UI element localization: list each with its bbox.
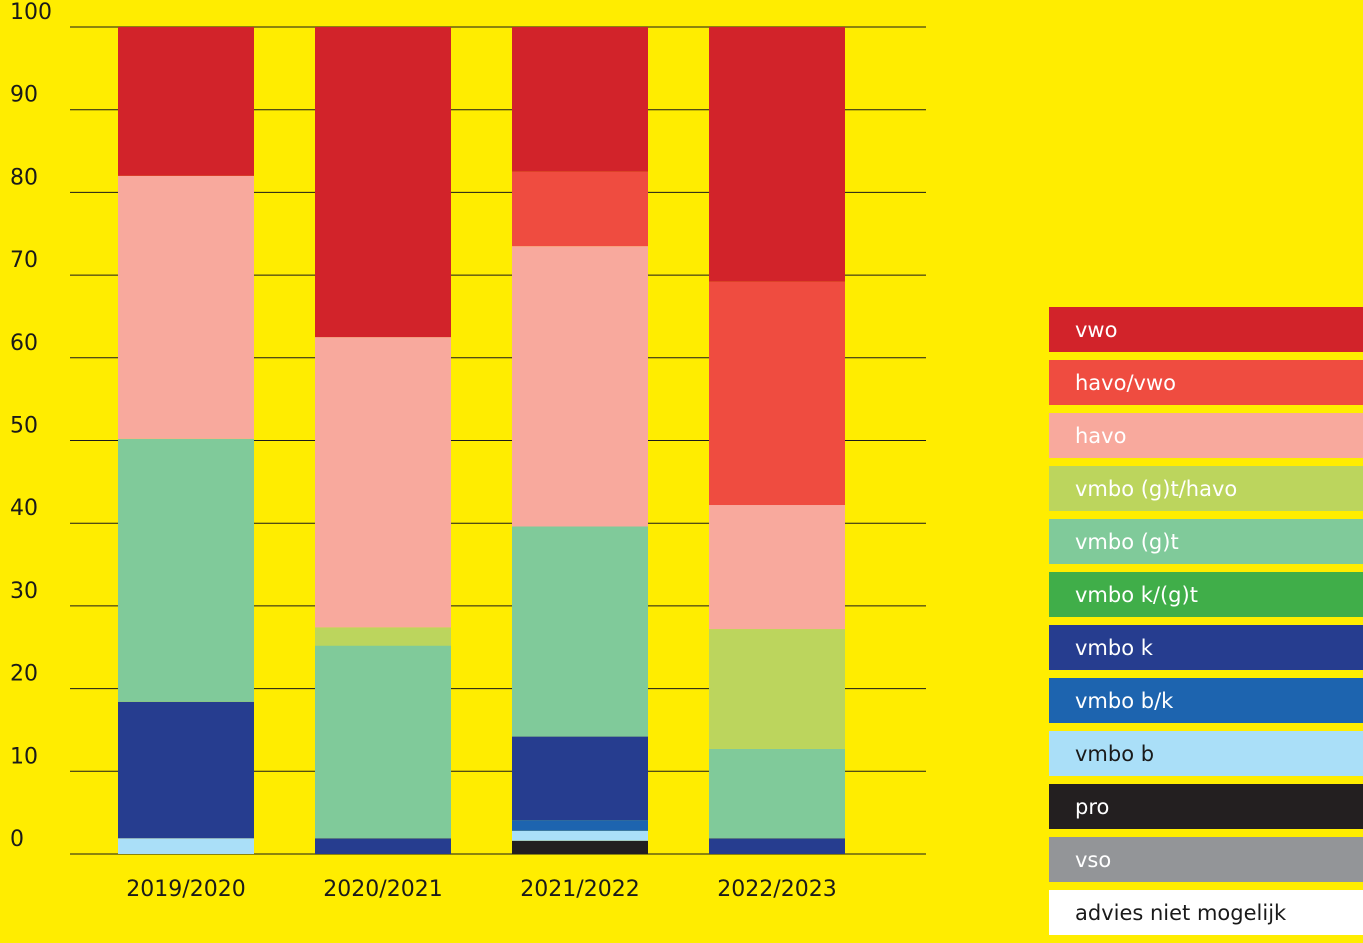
stacked-bar-chart: 0 10 20 30 40 50 60 70 80 90 100 2019/2020 2020/2021…: [10, 0, 926, 902]
legend-label: pro: [1075, 794, 1110, 819]
y-tick-label: 100: [10, 0, 52, 25]
bar-segment-vmbo-g-t: [512, 526, 648, 737]
bar-segment-vwo: [709, 27, 845, 282]
y-tick-label: 60: [10, 331, 38, 356]
legend-label: vmbo b: [1075, 741, 1155, 766]
bar-segment-vmbo-b-k: [512, 820, 648, 831]
bar-segment-vmbo-g-t: [315, 645, 451, 839]
legend-item-advies-niet-mogelijk: advies niet mogelijk: [1049, 890, 1363, 935]
y-tick-label: 0: [10, 827, 24, 852]
legend-label: vmbo k: [1075, 635, 1153, 660]
bar-segment-vmbo-g-t: [118, 438, 254, 702]
legend-label: vmbo (g)t: [1075, 529, 1179, 554]
legend-label: vwo: [1075, 317, 1118, 342]
x-tick-label: 2021/2022: [520, 877, 639, 902]
bar-segment-havo: [118, 175, 254, 439]
bar-segment-vmbo-k: [118, 701, 254, 839]
x-tick-label: 2020/2021: [323, 877, 442, 902]
bar-segment-vmbo-b: [512, 830, 648, 841]
bar-segment-vmbo-k: [512, 736, 648, 821]
legend-label: advies niet mogelijk: [1075, 900, 1287, 925]
y-tick-label: 50: [10, 414, 38, 439]
y-tick-label: 30: [10, 579, 38, 604]
bar-segment-vmbo-k: [709, 838, 845, 854]
y-tick-label: 70: [10, 248, 38, 273]
bar-segment-vwo: [315, 27, 451, 338]
legend-item-vso: vso: [1049, 837, 1363, 882]
bar-segment-vwo: [512, 27, 648, 172]
bar-segment-vmbo-g-t-havo: [315, 627, 451, 646]
legend-item-vwo: vwo: [1049, 307, 1363, 352]
legend-item-vmbo-g-t-havo: vmbo (g)t/havo: [1049, 466, 1363, 511]
legend-label: vmbo (g)t/havo: [1075, 476, 1238, 501]
y-tick-label: 40: [10, 496, 38, 521]
bar-segment-vwo: [118, 27, 254, 176]
bar-segment-havo-vwo: [512, 171, 648, 247]
y-tick-label: 10: [10, 744, 38, 769]
legend-label: vmbo b/k: [1075, 688, 1174, 713]
x-tick-label: 2019/2020: [126, 877, 245, 902]
bar-segment-vmbo-b: [118, 838, 254, 854]
legend-item-vmbo-k: vmbo k: [1049, 625, 1363, 670]
bar-segment-vmbo-g-t: [709, 748, 845, 839]
legend-item-vmbo-b-k: vmbo b/k: [1049, 678, 1363, 723]
bar-segment-vmbo-k: [315, 838, 451, 854]
bar-segment-vmbo-g-t-havo: [709, 629, 845, 749]
x-tick-label: 2022/2023: [717, 877, 836, 902]
legend-item-pro: pro: [1049, 784, 1363, 829]
y-tick-label: 90: [10, 83, 38, 108]
bar-segment-havo: [709, 505, 845, 630]
y-tick-label: 80: [10, 165, 38, 190]
bar-segment-havo: [512, 246, 648, 527]
legend-label: vmbo k/(g)t: [1075, 582, 1198, 607]
bar-segment-havo: [315, 337, 451, 628]
legend-item-vmbo-g-t: vmbo (g)t: [1049, 519, 1363, 564]
legend-item-havo: havo: [1049, 413, 1363, 458]
legend-item-vmbo-k-g-t: vmbo k/(g)t: [1049, 572, 1363, 617]
legend: vwo havo/vwo havo vmbo (g)t/havo vmbo (g)t vm…: [1049, 307, 1363, 943]
legend-label: vso: [1075, 847, 1112, 872]
legend-item-havo-vwo: havo/vwo: [1049, 360, 1363, 405]
y-tick-label: 20: [10, 662, 38, 687]
bar-segment-havo-vwo: [709, 281, 845, 506]
bar-segment-pro: [512, 840, 648, 854]
legend-item-vmbo-b: vmbo b: [1049, 731, 1363, 776]
legend-label: havo: [1075, 423, 1127, 448]
legend-label: havo/vwo: [1075, 370, 1176, 395]
